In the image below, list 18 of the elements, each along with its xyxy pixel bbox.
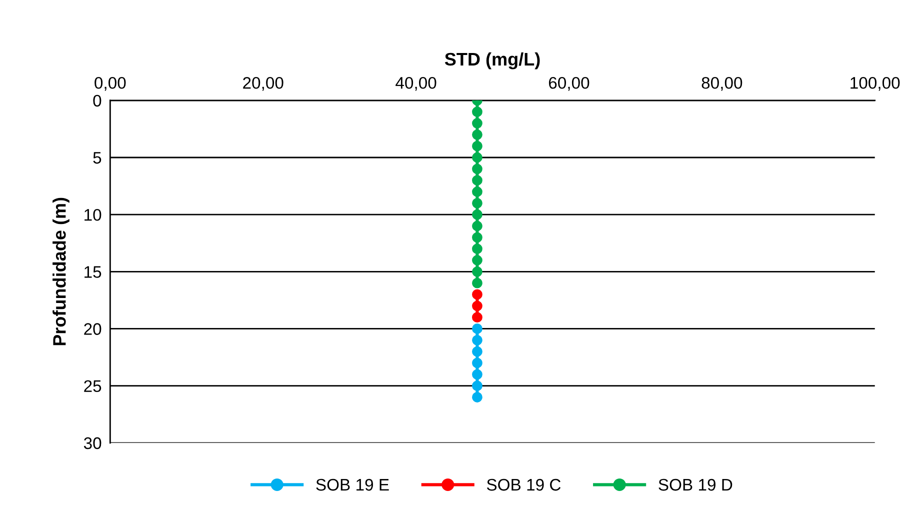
- x-tick-label: 80,00: [702, 76, 742, 91]
- legend-label: SOB 19 C: [486, 478, 561, 491]
- x-tick-label: 60,00: [548, 76, 590, 91]
- y-tick-label: 10: [84, 208, 102, 221]
- legend-label: SOB 19 D: [658, 478, 732, 491]
- y-tick-label: 25: [84, 380, 102, 392]
- y-tick-label: 0: [93, 94, 102, 107]
- y-axis-title: Profundidade (m): [52, 198, 70, 346]
- x-tick-label: 100,00: [850, 76, 900, 91]
- legend-label: SOB 19 E: [316, 478, 389, 491]
- x-tick-label: 0,00: [94, 76, 126, 91]
- y-tick-label: 15: [84, 266, 102, 278]
- y-tick-label: 5: [93, 152, 102, 164]
- x-axis-title: STD (mg/L): [444, 52, 540, 70]
- y-tick-label: 20: [84, 323, 102, 335]
- y-tick-label: 30: [84, 437, 102, 450]
- x-tick-label: 20,00: [243, 76, 284, 91]
- x-tick-label: 40,00: [396, 76, 436, 91]
